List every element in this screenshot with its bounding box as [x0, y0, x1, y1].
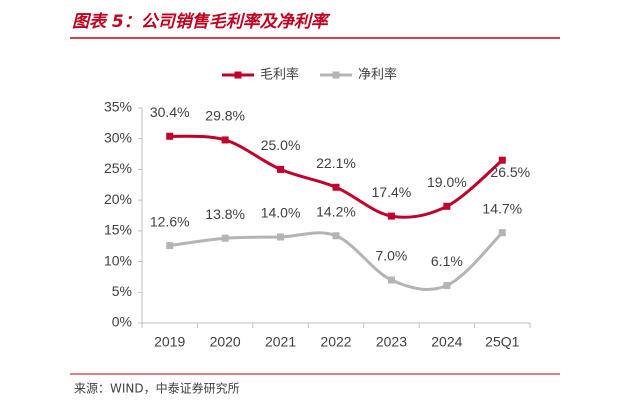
data-label: 13.8%	[205, 206, 245, 222]
data-label: 25.0%	[261, 137, 301, 153]
x-tick-label: 25Q1	[485, 334, 519, 350]
y-tick-label: 20%	[104, 191, 132, 207]
marker	[221, 234, 229, 242]
y-tick-label: 25%	[104, 160, 132, 176]
x-tick-label: 2023	[376, 334, 407, 350]
data-label: 7.0%	[375, 248, 407, 264]
marker	[443, 282, 451, 290]
marker	[277, 233, 285, 241]
x-tick-label: 2024	[431, 334, 462, 350]
source: 来源：WIND，中泰证券研究所	[74, 381, 240, 396]
y-tick-label: 30%	[104, 129, 132, 145]
marker	[332, 183, 340, 191]
legend-label: 净利率	[358, 67, 397, 83]
marker	[387, 276, 395, 284]
data-label: 14.7%	[482, 200, 522, 216]
marker	[166, 242, 174, 250]
x-tick-label: 2020	[210, 334, 241, 350]
legend-marker	[332, 71, 340, 79]
marker	[387, 212, 395, 220]
marker	[166, 132, 174, 140]
y-tick-label: 35%	[104, 99, 132, 115]
marker	[332, 232, 340, 240]
chart-title: 图表 5：公司销售毛利率及净利率	[72, 12, 331, 32]
marker	[443, 202, 451, 210]
data-label: 29.8%	[205, 108, 245, 124]
data-label: 6.1%	[431, 253, 463, 269]
y-tick-label: 15%	[104, 222, 132, 238]
data-label: 30.4%	[150, 104, 190, 120]
data-label: 19.0%	[427, 174, 467, 190]
y-tick-label: 0%	[112, 314, 132, 330]
marker	[498, 156, 506, 164]
data-label: 17.4%	[372, 184, 412, 200]
data-label: 12.6%	[150, 213, 190, 229]
x-tick-label: 2021	[265, 334, 296, 350]
data-label: 22.1%	[316, 155, 356, 171]
legend-label: 毛利率	[260, 67, 299, 83]
marker	[277, 165, 285, 173]
marker	[498, 229, 506, 237]
marker	[221, 136, 229, 144]
data-label: 14.2%	[316, 203, 356, 219]
legend-marker	[234, 71, 242, 79]
data-label: 26.5%	[490, 164, 530, 180]
data-label: 14.0%	[261, 205, 301, 221]
x-tick-label: 2022	[320, 334, 351, 350]
y-tick-label: 10%	[104, 252, 132, 268]
x-tick-label: 2019	[154, 334, 185, 350]
y-tick-label: 5%	[112, 283, 132, 299]
